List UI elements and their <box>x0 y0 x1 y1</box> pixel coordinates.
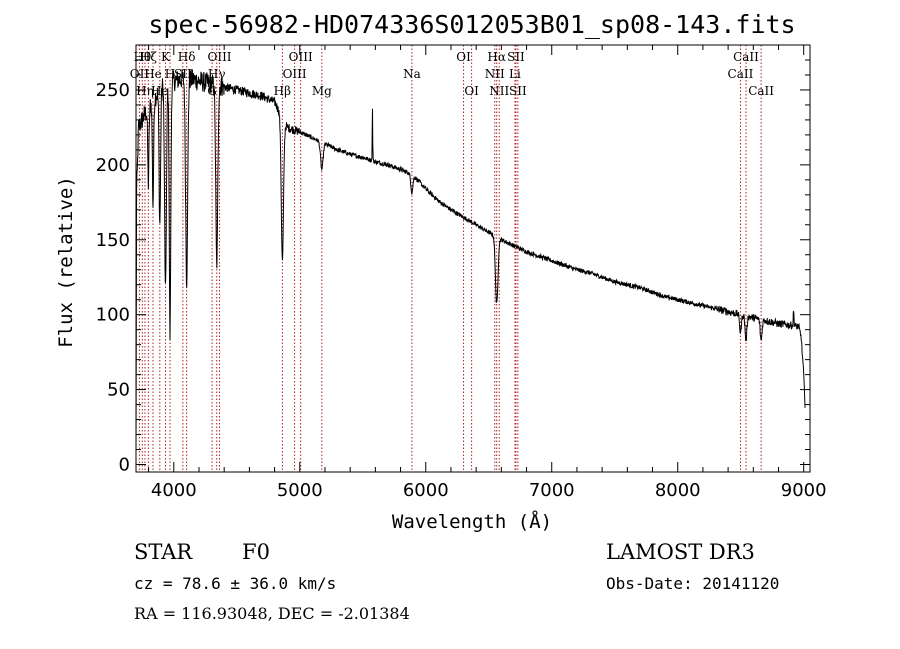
line-marker-label: CaII <box>733 50 759 64</box>
redshift-cz: cz = 78.6 ± 36.0 km/s <box>134 574 336 593</box>
x-tick-label: 4000 <box>151 480 197 501</box>
line-marker-label: Li <box>509 67 521 81</box>
line-marker-labels: OIIHθHηHζHeHeKHSIIHδGHγOIIIHβOIIIOIIIMgN… <box>130 50 775 98</box>
y-tick-label: 150 <box>96 230 130 251</box>
chart-title: spec-56982-HD074336S012053B01_sp08-143.f… <box>148 10 795 39</box>
line-marker-label: He <box>144 67 162 81</box>
line-marker-label: NII <box>489 84 509 98</box>
y-tick-label: 100 <box>96 305 130 326</box>
coordinates: RA = 116.93048, DEC = -2.01384 <box>134 604 410 623</box>
line-marker-label: G <box>207 84 217 98</box>
line-marker-label: Na <box>403 67 421 81</box>
line-marker-label: OII <box>130 67 150 81</box>
line-marker-label: CaII <box>748 84 774 98</box>
line-marker-label: SII <box>507 50 525 64</box>
x-tick-label: 8000 <box>655 480 701 501</box>
observation-date: Obs-Date: 20141120 <box>606 574 779 593</box>
x-tick-label: 7000 <box>529 480 575 501</box>
x-tick-label: 6000 <box>403 480 449 501</box>
line-marker-label: Hζ <box>140 50 157 64</box>
line-marker-label: OI <box>456 50 471 64</box>
line-marker-label: K <box>161 50 171 64</box>
line-marker-label: He <box>151 84 169 98</box>
y-axis-label: Flux (relative) <box>55 176 77 348</box>
line-marker-label: OIII <box>289 50 313 64</box>
line-marker-label: SII <box>509 84 527 98</box>
y-tick-label: 200 <box>96 155 130 176</box>
line-marker-label: OIII <box>283 67 307 81</box>
survey-name: LAMOST DR3 <box>606 540 755 564</box>
line-marker-label: CaII <box>728 67 754 81</box>
y-tick-label: 0 <box>119 455 130 476</box>
plot-frame <box>135 44 811 473</box>
line-marker-label: Hη <box>136 84 154 98</box>
line-marker-label: H <box>165 67 175 81</box>
line-marker-label: Hβ <box>274 84 291 98</box>
x-axis-label: Wavelength (Å) <box>392 510 552 533</box>
line-marker-label: NII <box>485 67 505 81</box>
spectrum-line <box>135 68 806 454</box>
x-tick-label: 9000 <box>781 480 827 501</box>
line-marker-label: Hδ <box>178 50 196 64</box>
line-marker-label: Mg <box>312 84 332 98</box>
y-tick-label: 250 <box>96 80 130 101</box>
line-marker-label: Hθ <box>133 50 151 64</box>
object-subclass: F0 <box>242 540 270 564</box>
line-marker-label: OI <box>464 84 479 98</box>
object-type: STAR <box>134 540 193 564</box>
y-tick-label: 50 <box>107 380 130 401</box>
line-markers <box>138 45 762 472</box>
line-marker-label: Hα <box>487 50 506 64</box>
y-axis-ticks: 0 50 100 150 200 250 <box>96 59 810 476</box>
line-marker-label: OIII <box>207 50 231 64</box>
x-axis-ticks: 4000 5000 6000 7000 8000 9000 <box>148 45 827 501</box>
x-tick-label: 5000 <box>277 480 323 501</box>
